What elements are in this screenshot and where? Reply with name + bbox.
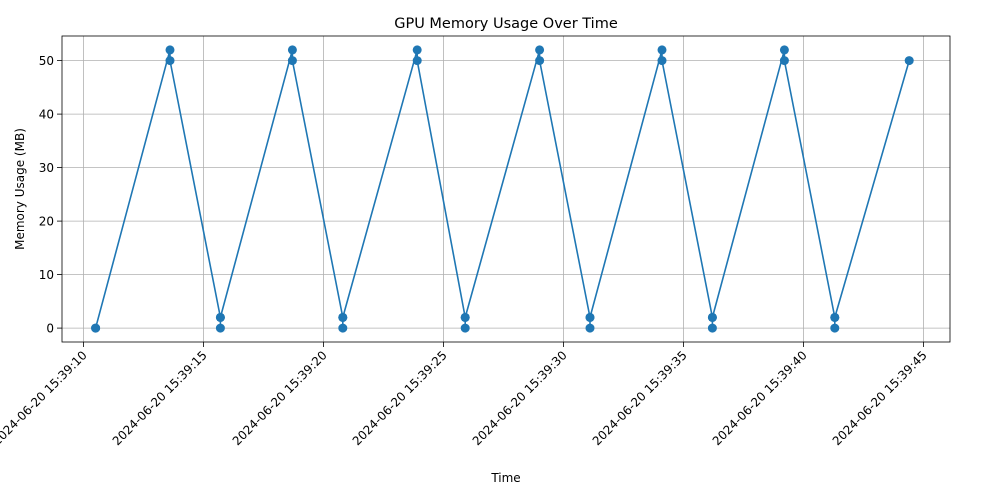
data-point [165,45,175,55]
y-tick-label: 50 [39,54,54,68]
data-point [830,323,840,333]
data-point [830,312,840,322]
data-point [779,45,789,55]
y-tick-label: 40 [39,108,54,122]
series-line [94,49,910,329]
data-point [707,323,717,333]
grid [62,36,950,342]
data-point [412,45,422,55]
series-layer [91,45,914,333]
data-point [165,56,175,66]
y-axis-label: Memory Usage (MB) [13,128,27,250]
data-point [287,56,297,66]
data-point [460,323,470,333]
data-point [904,56,914,66]
data-point [338,312,348,322]
data-point [535,45,545,55]
data-point [585,323,595,333]
chart-title: GPU Memory Usage Over Time [394,16,618,32]
plot-frame [61,35,951,343]
data-point [585,312,595,322]
data-point [779,56,789,66]
data-point [657,56,667,66]
data-point [535,56,545,66]
data-point [460,312,470,322]
y-tick-label: 10 [39,268,54,282]
data-point [707,312,717,322]
data-point [91,323,101,333]
y-tick-label: 20 [39,215,54,229]
data-point [412,56,422,66]
x-axis-label: Time [490,471,520,485]
data-point [657,45,667,55]
data-point [215,323,225,333]
data-point [338,323,348,333]
y-tick-label: 0 [46,322,54,336]
data-point [287,45,297,55]
y-tick-label: 30 [39,161,54,175]
data-point [215,312,225,322]
y-axis-ticks: 0 10 20 30 40 50 [39,54,62,336]
